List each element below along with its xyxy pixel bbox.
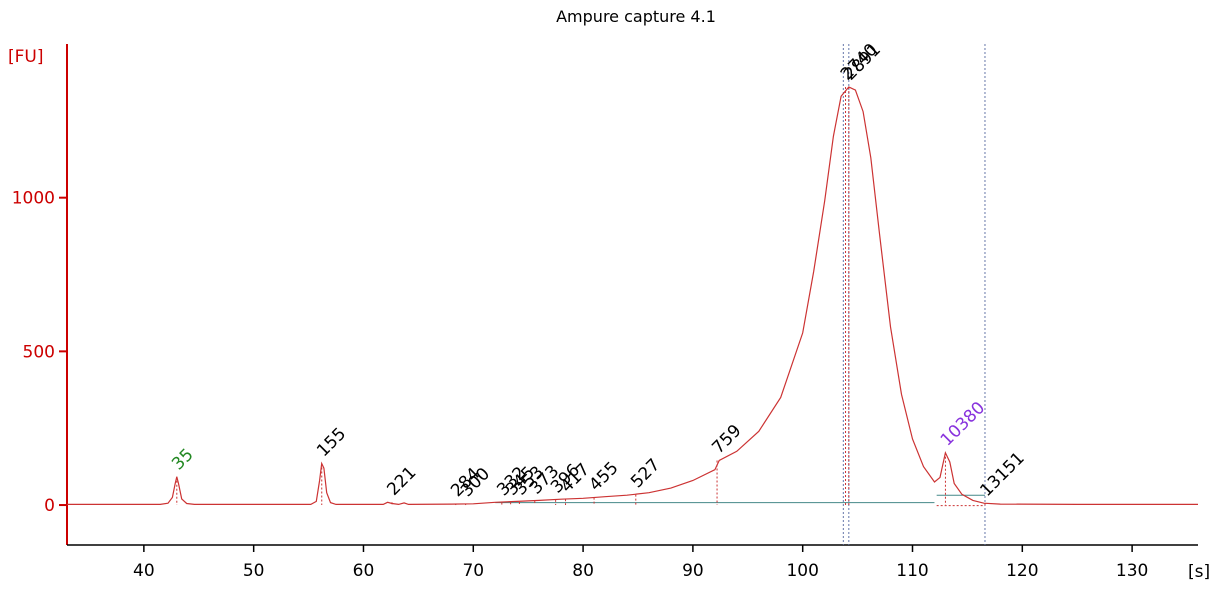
x-tick-label: 120 <box>1006 561 1038 581</box>
baselines <box>495 494 985 507</box>
x-tick-label: 50 <box>243 561 265 581</box>
trace <box>67 86 1198 506</box>
reference-lines <box>842 44 986 545</box>
x-tick-label: 40 <box>133 561 155 581</box>
x-tick-label: 60 <box>353 561 375 581</box>
trace-line <box>67 86 1198 506</box>
x-tick-label: 100 <box>786 561 818 581</box>
peak-label: 527 <box>627 455 664 492</box>
peak-label: 13151 <box>976 448 1028 500</box>
x-tick-label: 90 <box>682 561 704 581</box>
peak-label: 759 <box>708 421 745 458</box>
y-tick-label: 0 <box>44 496 55 516</box>
y-axis-label: [FU] <box>8 47 44 67</box>
peak-label: 455 <box>585 458 622 495</box>
peak-label: 35 <box>168 445 197 474</box>
peak-label: 221 <box>383 463 420 500</box>
y-tick-label: 1000 <box>12 189 55 209</box>
x-tick-label: 110 <box>896 561 928 581</box>
y-tick-label: 500 <box>23 342 55 362</box>
axes: 0 500 1000 40 50 60 70 80 90 100 110 120 130 <box>12 44 1198 581</box>
peak-label: 10380 <box>937 398 989 450</box>
x-tick-label: 80 <box>572 561 594 581</box>
x-axis-label: [s] <box>1188 562 1210 582</box>
x-tick-label: 70 <box>462 561 484 581</box>
peak-label: 155 <box>313 424 350 461</box>
x-tick-label: 130 <box>1116 561 1148 581</box>
chart-title: Ampure capture 4.1 <box>556 7 716 26</box>
